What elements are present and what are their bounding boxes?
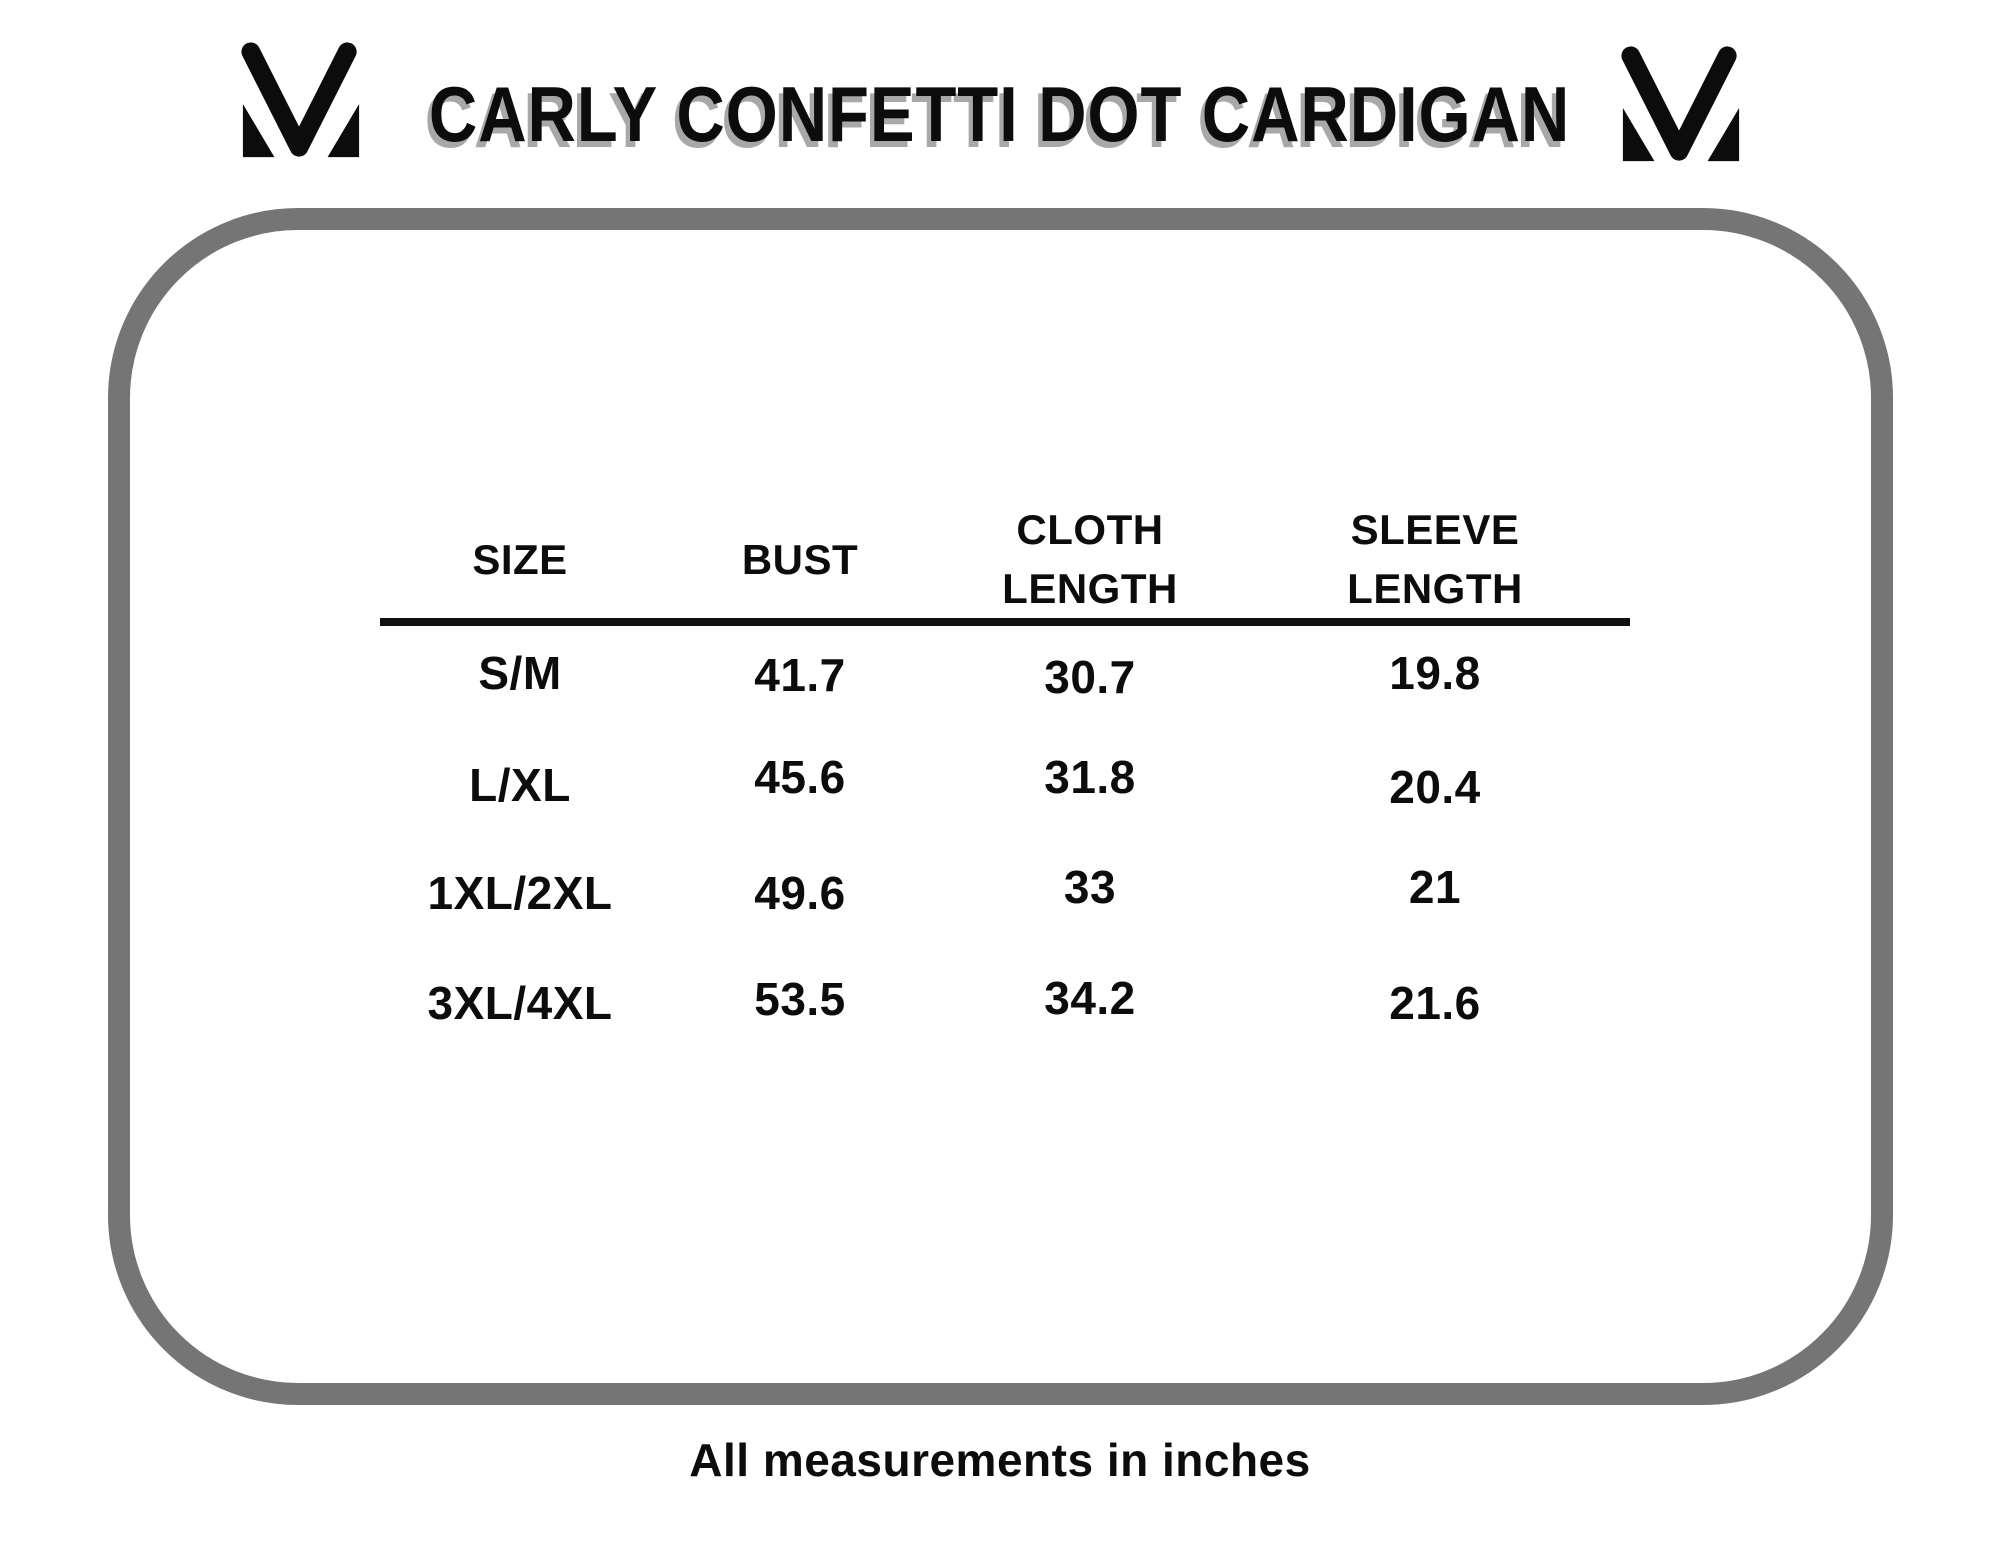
column-header-bust: BUST — [741, 535, 859, 583]
cloth-length-cell: 33 — [1063, 861, 1117, 913]
size-cell: L/XL — [469, 759, 571, 811]
size-table: SIZE BUST CLOTH LENGTH SLEEVE LENGTH S/M… — [380, 500, 1630, 1058]
cloth-length-cell: 30.7 — [1044, 651, 1136, 703]
size-cell: 3XL/4XL — [427, 977, 613, 1029]
brand-logo-right — [1617, 44, 1745, 166]
bust-cell: 49.6 — [754, 867, 846, 919]
m-monogram-icon — [241, 42, 360, 158]
table-row: 3XL/4XL 53.5 34.2 21.6 — [380, 948, 1630, 1058]
table-header-row: SIZE BUST CLOTH LENGTH SLEEVE LENGTH — [380, 500, 1630, 618]
sleeve-length-cell: 19.8 — [1389, 647, 1481, 699]
measurement-note: All measurements in inches — [689, 1434, 1311, 1486]
sleeve-length-cell: 20.4 — [1389, 761, 1481, 813]
sleeve-length-cell: 21.6 — [1389, 977, 1481, 1029]
size-cell: S/M — [478, 647, 562, 699]
column-header-cloth-length: CLOTH LENGTH — [1002, 506, 1178, 612]
page-title: CARLY CONFETTI DOT CARDIGAN — [0, 75, 2000, 153]
table-row: L/XL 45.6 31.8 20.4 — [380, 728, 1630, 838]
m-monogram-icon — [1621, 46, 1740, 162]
brand-logo-left — [237, 40, 365, 162]
page-title-text: CARLY CONFETTI DOT CARDIGAN — [429, 70, 1571, 158]
column-header-sleeve-length: SLEEVE LENGTH — [1347, 506, 1523, 612]
cloth-length-cell: 34.2 — [1044, 972, 1136, 1024]
table-row: 1XL/2XL 49.6 33 21 — [380, 838, 1630, 948]
bust-cell: 53.5 — [754, 973, 846, 1025]
cloth-length-cell: 31.8 — [1044, 751, 1136, 803]
table-row: S/M 41.7 30.7 19.8 — [380, 618, 1630, 728]
table-body: S/M 41.7 30.7 19.8 L/XL 45.6 31.8 20.4 1… — [380, 618, 1630, 1058]
size-cell: 1XL/2XL — [427, 867, 613, 919]
bust-cell: 41.7 — [754, 649, 846, 701]
column-header-size: SIZE — [472, 535, 568, 583]
header-divider-line — [380, 618, 1630, 626]
sleeve-length-cell: 21 — [1408, 861, 1462, 913]
bust-cell: 45.6 — [754, 751, 846, 803]
chart-frame — [108, 208, 1893, 1405]
